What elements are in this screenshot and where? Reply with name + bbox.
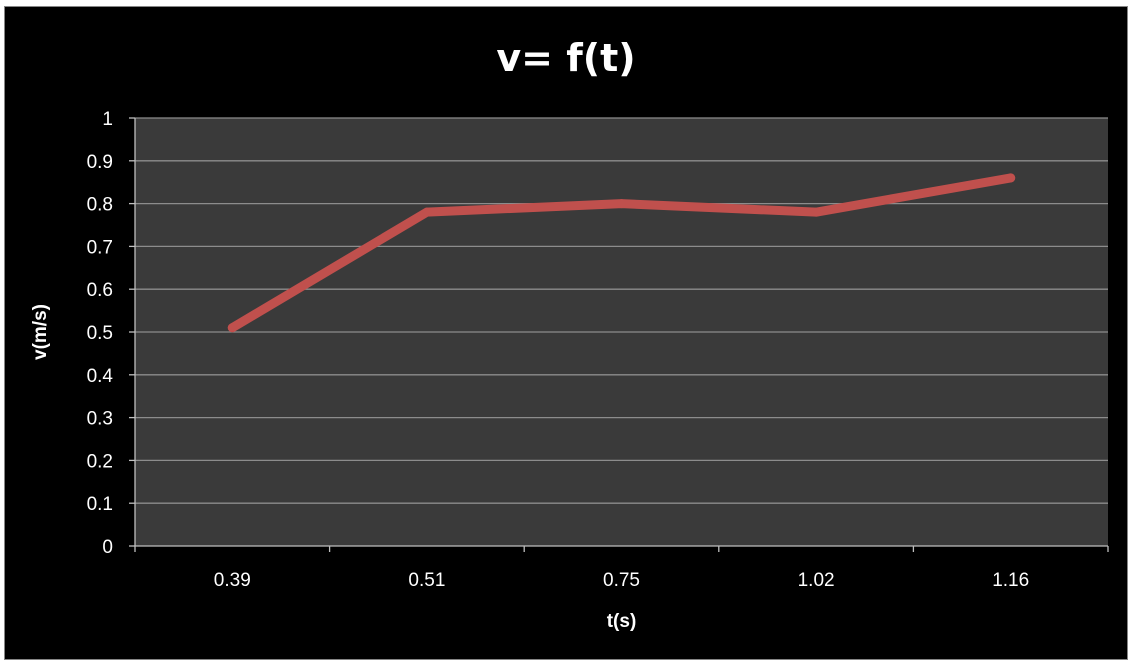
y-tick-label: 0.4	[87, 366, 114, 387]
y-tick-label: 0.6	[87, 280, 113, 301]
data-point	[1006, 173, 1016, 183]
x-tick-label: 0.75	[603, 570, 640, 591]
y-tick-label: 0.3	[87, 409, 113, 430]
x-tick-label: 1.02	[798, 570, 835, 591]
x-tick-labels: 0.39 0.51 0.75 1.02 1.16	[214, 570, 1029, 591]
y-axis-title: v(m/s)	[30, 304, 51, 360]
data-point	[227, 323, 237, 333]
data-point	[422, 207, 432, 217]
y-tick-label: 1	[102, 109, 113, 130]
gridlines	[135, 117, 1108, 504]
series-layer	[227, 173, 1016, 333]
x-tick-label: 0.51	[408, 570, 445, 591]
x-tick-label: 0.39	[214, 570, 251, 591]
data-point	[617, 199, 626, 209]
y-tick-label: 0.8	[87, 195, 113, 216]
y-tick-label: 0.1	[87, 494, 113, 515]
x-axis-title: t(s)	[607, 611, 637, 632]
y-tick-label: 0.2	[87, 451, 113, 472]
y-tick-label: 0.9	[87, 152, 113, 173]
x-tick-label: 1.16	[992, 570, 1029, 591]
chart-title: v= f(t)	[496, 36, 636, 80]
axes	[129, 117, 1109, 552]
y-tick-label: 0.7	[87, 237, 113, 258]
y-tick-labels: 0 0.1 0.2 0.3 0.4 0.5 0.6 0.7 0.8 0.9 1	[87, 109, 114, 558]
data-point	[811, 207, 821, 217]
y-tick-label: 0	[102, 537, 113, 558]
y-tick-label: 0.5	[87, 323, 113, 344]
